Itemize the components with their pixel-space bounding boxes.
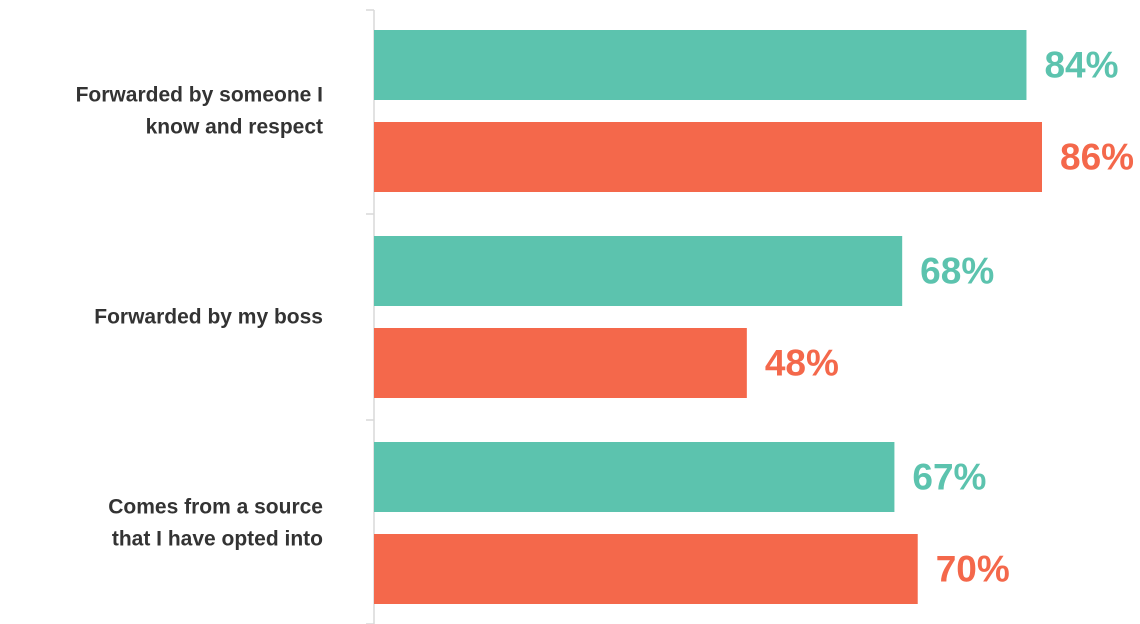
category-label-2: Forwarded by my boss: [94, 306, 323, 329]
bar-2-1: [374, 122, 1042, 192]
bar-1-1: [374, 30, 1027, 100]
value-label-1-2: 68%: [920, 251, 994, 292]
bar-2-2: [374, 328, 747, 398]
category-label-3: Comes from a source that I have opted int…: [108, 496, 323, 551]
bars-layer: [374, 30, 1042, 604]
labels-layer: 84% 68% 67% 86% 48% 70% Forwarded by someone I…: [76, 45, 1134, 590]
value-label-1-3: 67%: [912, 457, 986, 498]
category-label-line: know and respect: [146, 116, 323, 139]
category-label-line: Comes from a source: [108, 496, 323, 519]
bar-1-3: [374, 442, 895, 512]
axis-layer: [366, 9, 375, 624]
value-label-1-1: 84%: [1044, 45, 1118, 86]
value-label-2-3: 70%: [936, 549, 1010, 590]
bar-1-2: [374, 236, 903, 306]
value-label-2-2: 48%: [765, 343, 839, 384]
value-label-2-1: 86%: [1060, 137, 1134, 178]
category-label-line: Forwarded by someone I: [76, 84, 323, 107]
bar-2-3: [374, 534, 918, 604]
category-label-1: Forwarded by someone I know and respect: [76, 84, 323, 139]
category-label-line: Forwarded by my boss: [94, 306, 323, 329]
category-label-line: that I have opted into: [112, 528, 323, 551]
